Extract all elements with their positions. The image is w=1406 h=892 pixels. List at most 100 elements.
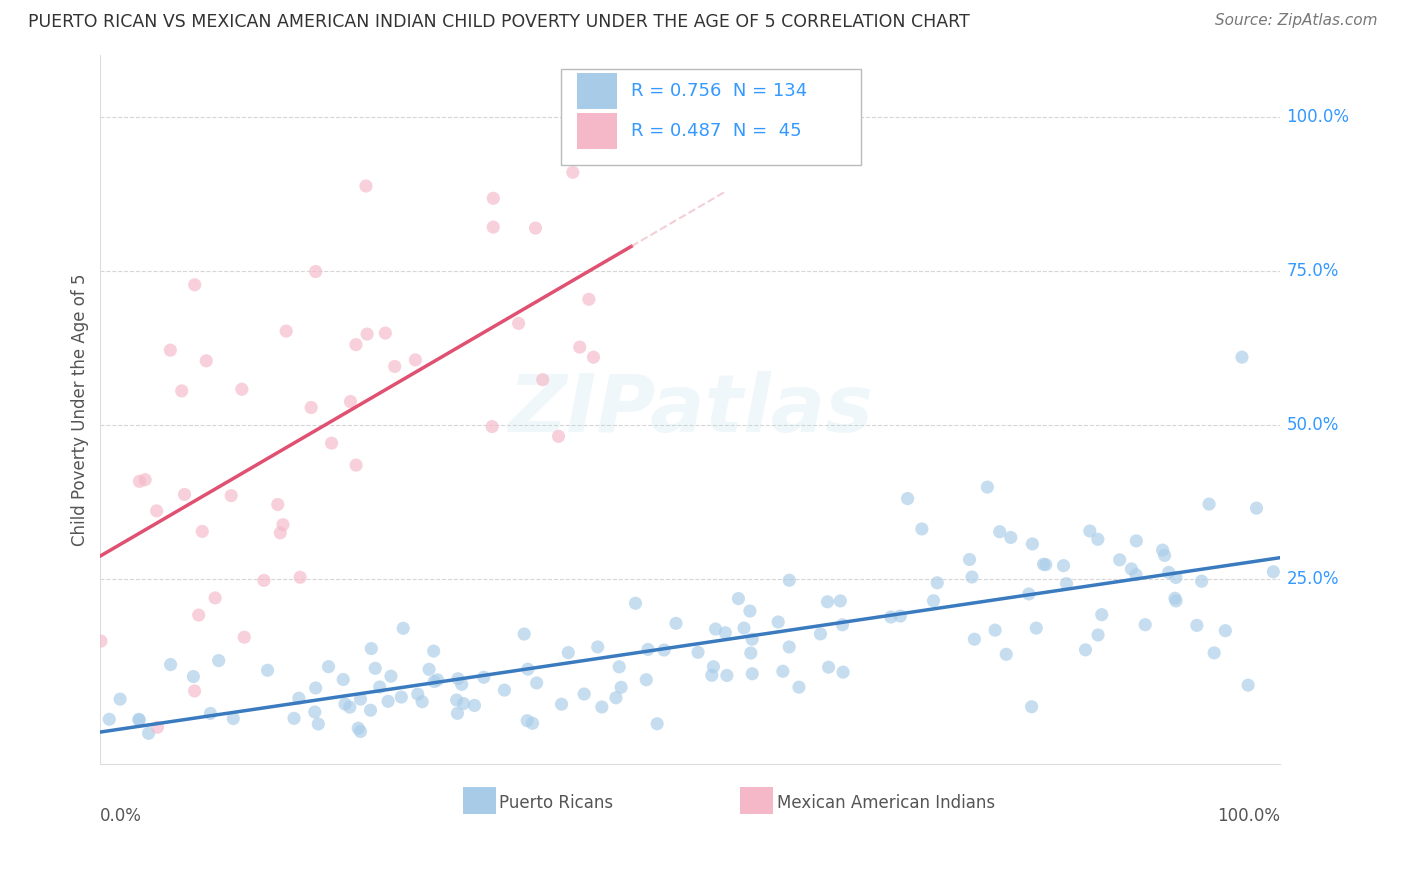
Point (305, 264, 328, 278)
Point (513, 627, 536, 641)
Point (128, 475, 150, 489)
Point (269, 525, 291, 540)
Point (582, 350, 605, 364)
Point (404, 352, 426, 367)
Point (333, 697, 356, 711)
Point (1185, 618, 1208, 632)
FancyBboxPatch shape (561, 70, 862, 165)
Point (283, 711, 305, 725)
Point (817, 660, 839, 674)
Point (787, 680, 810, 694)
Point (1215, 624, 1237, 638)
Point (446, 693, 468, 707)
Point (645, 716, 668, 731)
Point (810, 627, 832, 641)
Point (374, 326, 396, 340)
Point (1108, 553, 1130, 567)
Point (1125, 533, 1147, 548)
Point (831, 617, 853, 632)
Point (222, 712, 245, 726)
Point (572, 687, 595, 701)
Point (191, 524, 214, 539)
Point (1164, 570, 1187, 584)
Text: ZIPatlas: ZIPatlas (508, 371, 873, 449)
Point (1152, 543, 1174, 558)
Text: 0.0%: 0.0% (100, 807, 142, 825)
Point (423, 674, 446, 689)
Point (832, 665, 855, 680)
Point (321, 436, 343, 450)
Point (550, 697, 572, 711)
Point (508, 317, 530, 331)
Text: 75.0%: 75.0% (1286, 262, 1339, 280)
Point (524, 221, 547, 235)
Point (526, 676, 548, 690)
Point (204, 591, 226, 605)
Point (702, 659, 724, 673)
Point (922, 593, 945, 607)
Point (1204, 646, 1226, 660)
Point (406, 687, 429, 701)
Point (652, 643, 675, 657)
Point (547, 429, 569, 443)
Point (380, 669, 402, 683)
Point (276, 324, 298, 338)
Point (976, 480, 998, 494)
Point (422, 644, 444, 658)
Point (1000, 531, 1022, 545)
Point (256, 663, 278, 677)
Point (183, 670, 205, 684)
Point (1025, 621, 1047, 635)
Point (344, 337, 367, 351)
Point (482, 191, 505, 205)
Point (637, 642, 659, 657)
Point (305, 681, 328, 695)
Point (741, 666, 763, 681)
Point (586, 640, 609, 654)
Point (1087, 628, 1109, 642)
Point (1035, 558, 1057, 572)
Point (1153, 549, 1175, 563)
Point (90, 634, 112, 648)
Point (392, 621, 415, 635)
Point (360, 641, 382, 656)
Point (1018, 587, 1040, 601)
Point (1074, 643, 1097, 657)
Point (522, 716, 544, 731)
Text: 25.0%: 25.0% (1286, 570, 1339, 589)
Point (766, 615, 789, 629)
Point (183, 684, 205, 698)
Point (332, 673, 354, 687)
Point (741, 632, 763, 647)
Point (817, 595, 839, 609)
Point (426, 673, 449, 687)
FancyBboxPatch shape (576, 73, 617, 109)
Point (446, 706, 468, 721)
Point (231, 382, 253, 396)
Point (607, 660, 630, 674)
FancyBboxPatch shape (740, 787, 773, 814)
Point (561, 165, 583, 179)
Point (307, 717, 329, 731)
Point (778, 640, 800, 654)
Point (253, 574, 276, 588)
Text: R = 0.487  N =  45: R = 0.487 N = 45 (631, 122, 801, 140)
Point (1087, 533, 1109, 547)
Point (727, 591, 749, 606)
Y-axis label: Child Poverty Under the Age of 5: Child Poverty Under the Age of 5 (72, 274, 89, 546)
Point (610, 680, 633, 694)
FancyBboxPatch shape (576, 113, 617, 150)
FancyBboxPatch shape (463, 787, 496, 814)
Point (368, 680, 391, 694)
Point (960, 570, 983, 584)
Point (716, 668, 738, 682)
Point (1078, 524, 1101, 538)
Point (778, 573, 800, 587)
Text: Puerto Ricans: Puerto Ricans (499, 794, 613, 813)
Point (1121, 562, 1143, 576)
Point (1263, 565, 1285, 579)
Point (159, 343, 181, 358)
Point (686, 645, 709, 659)
Point (356, 327, 378, 342)
Point (453, 697, 475, 711)
